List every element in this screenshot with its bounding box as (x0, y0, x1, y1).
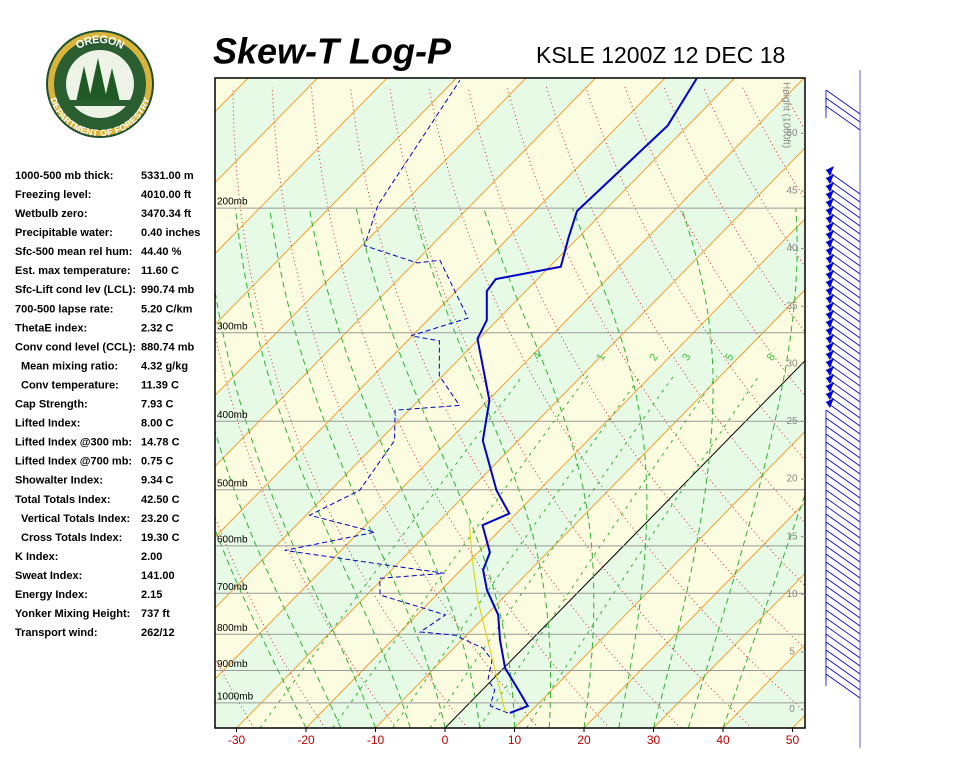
x-tick-label: -20 (297, 733, 315, 747)
x-tick-label: 50 (786, 733, 800, 747)
isotherm-band (792, 78, 960, 728)
pressure-label: 700mb (217, 582, 248, 593)
indices: 1000-500 mb thick: 5331.00 m Freezing leve… (15, 170, 200, 639)
isotherm (792, 78, 960, 728)
height-label: 20 (786, 474, 798, 485)
pressure-label: 300mb (217, 321, 248, 332)
dry-adiabat (821, 87, 960, 728)
pressure-label: 400mb (217, 410, 248, 421)
height-label: 15 (786, 531, 798, 542)
index-label: Precipitable water: (15, 227, 113, 239)
index-label: Sfc-500 mean rel hum: (15, 246, 132, 258)
pressure-label: 500mb (217, 478, 248, 489)
index-value: 4.32 g/kg (141, 360, 188, 372)
index-label: ThetaE index: (15, 322, 87, 334)
index-label: Est. max temperature: (15, 265, 131, 277)
height-label: 0 (789, 704, 795, 715)
dry-adiabat (860, 87, 960, 728)
index-label: Cross Totals Index: (21, 532, 122, 544)
index-label: Showalter Index: (15, 475, 103, 487)
index-value: 990.74 mb (141, 284, 194, 296)
x-tick-label: 20 (577, 733, 591, 747)
isotherm (862, 78, 960, 728)
height-label: 35 (786, 301, 798, 312)
index-value: 7.93 C (141, 399, 173, 411)
index-label: Transport wind: (15, 627, 98, 639)
index-value: 2.32 C (141, 322, 173, 334)
height-label: 40 (786, 243, 798, 254)
x-tick-label: 10 (508, 733, 522, 747)
logo: OREGON DEPARTMENT OF FORESTRY (47, 31, 153, 138)
index-value: 2.00 (141, 551, 162, 563)
height-axis-title: Height (1000ft) (780, 82, 791, 148)
index-value: 2.15 (141, 589, 162, 601)
index-label: Wetbulb zero: (15, 208, 88, 220)
index-label: 1000-500 mb thick: (15, 170, 113, 182)
height-label: 5 (789, 647, 795, 658)
x-tick-label: -30 (228, 733, 246, 747)
x-tick-label: -10 (367, 733, 385, 747)
index-value: 44.40 % (141, 246, 182, 258)
title: Skew-T Log-P (213, 31, 452, 72)
index-label: Total Totals Index: (15, 494, 111, 506)
index-label: Conv cond level (CCL): (15, 341, 136, 353)
height-label: 30 (786, 358, 798, 369)
index-label: K Index: (15, 551, 58, 563)
pressure-label: 600mb (217, 535, 248, 546)
pressure-label: 1000mb (217, 692, 254, 703)
index-value: 262/12 (141, 627, 175, 639)
index-value: 4010.00 ft (141, 189, 191, 201)
index-value: 14.78 C (141, 437, 180, 449)
index-label: Sfc-Lift cond lev (LCL): (15, 284, 136, 296)
dry-adiabat (939, 87, 960, 728)
index-value: 11.39 C (141, 379, 179, 391)
index-value: 0.40 inches (141, 227, 200, 239)
wind-barbs (826, 70, 860, 748)
pressure-label: 800mb (217, 623, 248, 634)
height-label: 45 (786, 186, 798, 197)
index-value: 19.30 C (141, 532, 180, 544)
index-value: 5331.00 m (141, 170, 194, 182)
index-label: Mean mixing ratio: (21, 360, 118, 372)
dry-adiabat (782, 87, 960, 728)
index-value: 9.34 C (141, 475, 173, 487)
index-label: Cap Strength: (15, 399, 88, 411)
index-value: 23.20 C (141, 513, 180, 525)
station: KSLE 1200Z 12 DEC 18 (536, 42, 785, 68)
pressure-label: 200mb (217, 197, 248, 208)
index-value: 8.00 C (141, 418, 173, 430)
x-tick-label: 30 (647, 733, 661, 747)
dry-adiabat (899, 87, 960, 728)
index-label: Freezing level: (15, 189, 91, 201)
index-label: Vertical Totals Index: (21, 513, 130, 525)
index-label: Energy Index: (15, 589, 88, 601)
index-value: 11.60 C (141, 265, 179, 277)
index-value: 141.00 (141, 570, 175, 582)
index-value: 3470.34 ft (141, 208, 191, 220)
index-value: 42.50 C (141, 494, 180, 506)
pressure-label: 900mb (217, 659, 248, 670)
index-value: 880.74 mb (141, 341, 194, 353)
index-label: Lifted Index @700 mb: (15, 456, 132, 468)
index-label: Lifted Index @300 mb: (15, 437, 132, 449)
index-value: 5.20 C/km (141, 303, 193, 315)
index-label: Yonker Mixing Height: (15, 608, 130, 620)
index-label: Conv temperature: (21, 379, 119, 391)
height-label: 10 (786, 589, 798, 600)
index-label: Lifted Index: (15, 418, 80, 430)
x-tick-label: 40 (716, 733, 730, 747)
height-label: 25 (786, 416, 798, 427)
index-value: 0.75 C (141, 456, 173, 468)
index-value: 737 ft (141, 608, 170, 620)
x-tick-label: 0 (442, 733, 449, 747)
index-label: 700-500 lapse rate: (15, 303, 113, 315)
index-label: Sweat Index: (15, 570, 82, 582)
